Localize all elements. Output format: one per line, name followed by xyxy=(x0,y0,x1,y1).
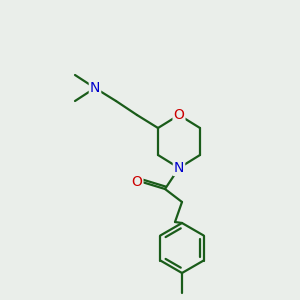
Text: N: N xyxy=(174,161,184,175)
Text: N: N xyxy=(90,81,100,95)
Text: O: O xyxy=(132,175,142,189)
Text: O: O xyxy=(174,108,184,122)
